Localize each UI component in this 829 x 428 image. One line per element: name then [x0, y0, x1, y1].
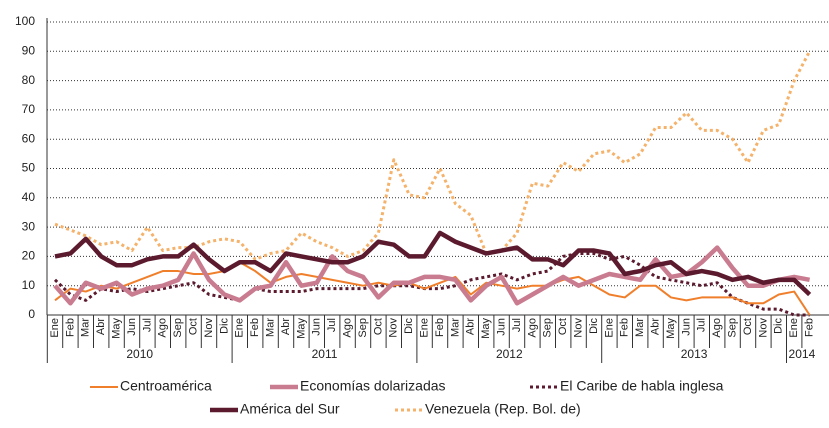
x-tick-label: May [295, 318, 307, 339]
x-tick-label: Jul [511, 318, 523, 332]
year-label: 2011 [312, 347, 338, 361]
x-tick-label: Feb [249, 318, 261, 337]
x-tick-label: Nov [203, 318, 215, 338]
x-tick-label: Feb [619, 318, 631, 337]
x-tick-label: Nov [757, 318, 769, 338]
y-tick-label: 40 [22, 190, 36, 204]
x-tick-label: Abr [465, 318, 477, 335]
x-tick-label: Dic [773, 318, 785, 334]
x-tick-label: Ago [711, 318, 723, 338]
legend-label: América del Sur [240, 401, 340, 417]
y-tick-label: 10 [22, 278, 36, 292]
legend-label: El Caribe de habla inglesa [560, 378, 724, 394]
y-tick-label: 60 [22, 131, 36, 145]
series-line [53, 251, 810, 317]
x-tick-label: Mar [449, 318, 461, 337]
legend-label: Venezuela (Rep. Bol. de) [425, 401, 581, 417]
x-tick-label: Ago [342, 318, 354, 338]
year-label: 2012 [496, 347, 523, 361]
y-tick-label: 80 [22, 73, 36, 87]
x-tick-label: Sep [357, 318, 369, 338]
x-tick-label: Jun [496, 318, 508, 336]
y-tick-label: 20 [22, 249, 36, 263]
x-tick-label: Feb [804, 318, 816, 337]
x-tick-label: Mar [80, 318, 92, 337]
x-tick-label: Jun [311, 318, 323, 336]
x-tick-label: Ago [157, 318, 169, 338]
year-label: 2013 [681, 347, 708, 361]
x-tick-label: Jun [680, 318, 692, 336]
x-tick-label: Ago [526, 318, 538, 338]
series-line [54, 230, 812, 297]
y-tick-label: 50 [22, 161, 36, 175]
x-tick-label: Ene [603, 318, 615, 338]
x-tick-label: May [665, 318, 677, 339]
x-tick-label: Jun [126, 318, 138, 336]
x-tick-label: Abr [650, 318, 662, 335]
x-tick-label: Jul [141, 318, 153, 332]
x-tick-label: Jul [326, 318, 338, 332]
x-tick-label: Oct [742, 318, 754, 335]
x-tick-label: Nov [388, 318, 400, 338]
x-tick-label: Sep [727, 318, 739, 338]
x-tick-label: Feb [64, 318, 76, 337]
year-label: 2010 [126, 347, 153, 361]
y-tick-label: 100 [15, 14, 35, 28]
y-tick-label: 30 [22, 219, 36, 233]
x-tick-label: Mar [634, 318, 646, 337]
x-tick-label: Dic [403, 318, 415, 334]
legend-label: Economías dolarizadas [300, 378, 446, 394]
x-tick-label: May [111, 318, 123, 339]
x-tick-label: Mar [265, 318, 277, 337]
x-tick-label: Jul [696, 318, 708, 332]
x-tick-label: Dic [218, 318, 230, 334]
year-label: 2014 [789, 347, 816, 361]
x-tick-label: Abr [280, 318, 292, 335]
series-line [54, 50, 811, 261]
x-tick-label: Ene [788, 318, 800, 338]
y-tick-label: 90 [22, 43, 36, 57]
y-tick-label: 70 [22, 102, 36, 116]
x-tick-label: Nov [573, 318, 585, 338]
x-tick-label: Sep [172, 318, 184, 338]
x-tick-label: Sep [542, 318, 554, 338]
y-tick-label: 0 [28, 307, 35, 321]
x-tick-label: Dic [588, 318, 600, 334]
x-tick-label: May [480, 318, 492, 339]
x-tick-label: Oct [557, 318, 569, 335]
x-tick-label: Ene [419, 318, 431, 338]
x-tick-label: Oct [188, 318, 200, 335]
x-tick-label: Oct [372, 318, 384, 335]
legend-label: Centroamérica [120, 378, 212, 394]
x-tick-label: Abr [95, 318, 107, 335]
x-tick-label: Ene [234, 318, 246, 338]
x-tick-label: Ene [49, 318, 61, 338]
x-tick-label: Feb [434, 318, 446, 337]
